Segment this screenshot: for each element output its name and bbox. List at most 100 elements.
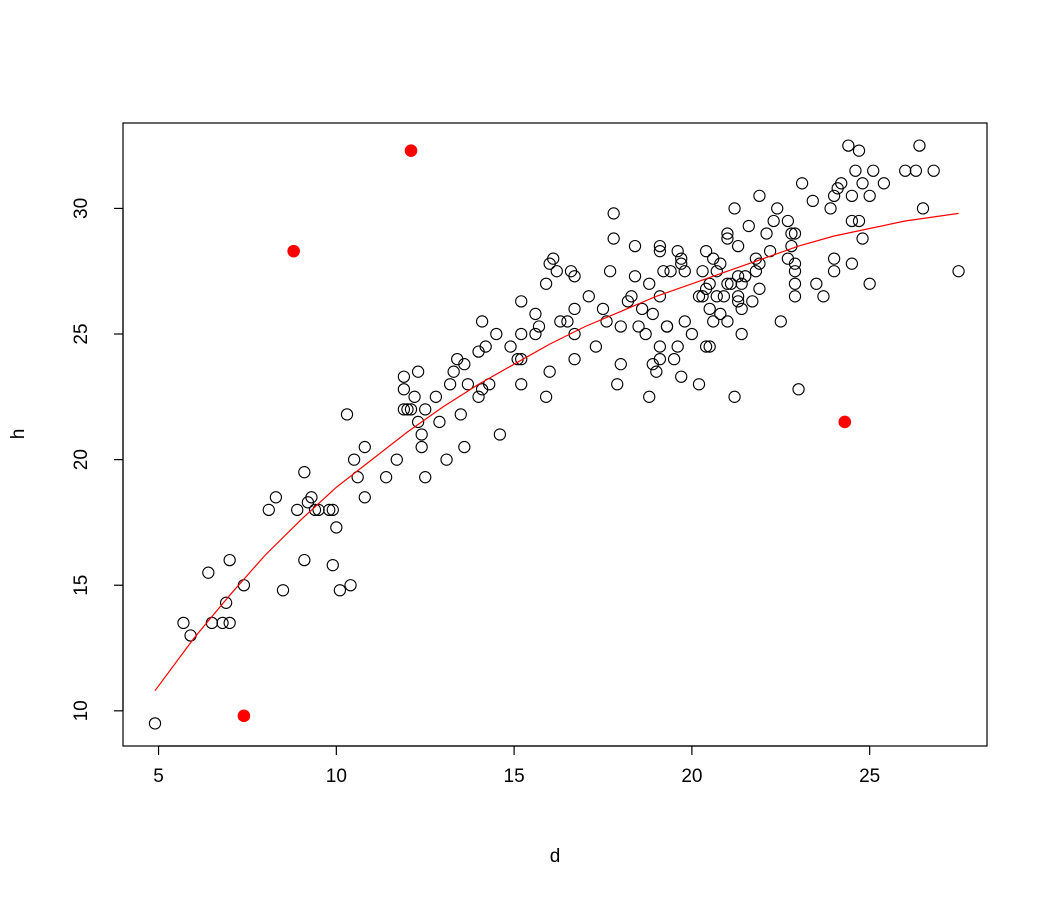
data-point bbox=[827, 252, 841, 265]
x-tick-label: 20 bbox=[681, 766, 702, 787]
data-point bbox=[827, 189, 841, 203]
data-point bbox=[877, 177, 891, 190]
data-point bbox=[781, 214, 795, 228]
data-point bbox=[703, 277, 716, 290]
data-point bbox=[177, 616, 190, 630]
data-point bbox=[760, 227, 773, 240]
data-point bbox=[443, 378, 457, 391]
data-point bbox=[607, 207, 620, 220]
x-tick-label: 15 bbox=[504, 766, 525, 787]
data-point bbox=[788, 277, 802, 290]
data-point bbox=[415, 428, 428, 441]
data-point bbox=[515, 378, 528, 391]
data-point bbox=[753, 282, 766, 295]
data-point bbox=[397, 370, 411, 383]
data-point bbox=[653, 290, 667, 303]
highlighted-points bbox=[237, 144, 852, 723]
data-point bbox=[347, 453, 361, 466]
data-point bbox=[735, 302, 748, 316]
data-point bbox=[721, 315, 734, 328]
data-point bbox=[867, 164, 880, 177]
data-point bbox=[308, 503, 322, 517]
data-point bbox=[202, 566, 215, 579]
data-point bbox=[351, 471, 364, 484]
data-point bbox=[657, 265, 670, 278]
x-tick-label: 10 bbox=[326, 766, 347, 787]
data-point bbox=[358, 440, 371, 454]
data-point bbox=[305, 491, 318, 504]
data-point bbox=[692, 378, 706, 391]
data-point bbox=[614, 320, 627, 333]
data-point bbox=[621, 295, 635, 308]
data-point bbox=[835, 177, 848, 190]
data-point bbox=[596, 302, 610, 316]
data-point bbox=[184, 629, 197, 642]
data-point bbox=[916, 202, 930, 215]
data-point bbox=[529, 307, 542, 321]
data-point bbox=[774, 315, 787, 328]
highlighted-point bbox=[404, 144, 418, 157]
data-point bbox=[390, 453, 403, 466]
data-point bbox=[447, 365, 460, 378]
data-point bbox=[433, 415, 446, 429]
x-axis: 5 10 15 20 25 bbox=[153, 745, 880, 787]
data-point bbox=[568, 352, 581, 366]
data-point bbox=[742, 219, 755, 233]
data-point bbox=[561, 315, 574, 328]
data-point bbox=[817, 290, 830, 303]
y-tick-label: 25 bbox=[71, 323, 92, 344]
data-point bbox=[699, 244, 713, 258]
data-point bbox=[703, 302, 716, 316]
data-point bbox=[714, 257, 727, 270]
data-point bbox=[852, 214, 866, 228]
data-point bbox=[653, 239, 667, 253]
data-point bbox=[539, 390, 553, 403]
data-point bbox=[646, 307, 659, 321]
data-point bbox=[788, 290, 802, 303]
data-point bbox=[710, 265, 723, 278]
data-point bbox=[461, 378, 475, 391]
data-point bbox=[515, 352, 528, 366]
data-point bbox=[326, 558, 339, 572]
data-point bbox=[667, 352, 681, 366]
data-point bbox=[543, 365, 556, 378]
data-point bbox=[298, 466, 311, 479]
data-point bbox=[735, 327, 748, 341]
data-point bbox=[539, 277, 553, 290]
highlighted-point bbox=[237, 709, 251, 723]
data-point bbox=[827, 265, 841, 278]
data-point bbox=[223, 553, 236, 567]
data-point bbox=[607, 232, 620, 245]
data-point bbox=[440, 453, 453, 466]
data-point bbox=[568, 302, 581, 316]
data-point bbox=[696, 290, 709, 303]
x-tick-label: 25 bbox=[859, 766, 880, 787]
data-point bbox=[564, 265, 578, 278]
data-point bbox=[323, 503, 336, 517]
data-point bbox=[515, 327, 528, 341]
data-point bbox=[415, 440, 428, 454]
data-point bbox=[411, 415, 425, 429]
data-point bbox=[767, 214, 780, 228]
data-point bbox=[632, 320, 645, 333]
data-point bbox=[568, 270, 581, 283]
data-point bbox=[788, 257, 802, 270]
data-point bbox=[404, 403, 418, 416]
data-point bbox=[301, 496, 315, 509]
data-point bbox=[785, 227, 798, 240]
data-point bbox=[401, 403, 414, 416]
data-point bbox=[675, 252, 688, 265]
data-point bbox=[504, 340, 517, 353]
data-point bbox=[692, 290, 706, 303]
data-point bbox=[237, 579, 251, 592]
data-point bbox=[419, 471, 432, 484]
data-point bbox=[529, 327, 542, 341]
data-point bbox=[728, 390, 741, 403]
data-point bbox=[771, 202, 784, 215]
data-point bbox=[845, 214, 859, 228]
data-point bbox=[454, 408, 467, 421]
data-point bbox=[219, 596, 233, 609]
data-point bbox=[603, 265, 617, 278]
data-point bbox=[863, 277, 876, 290]
data-point bbox=[728, 202, 741, 215]
